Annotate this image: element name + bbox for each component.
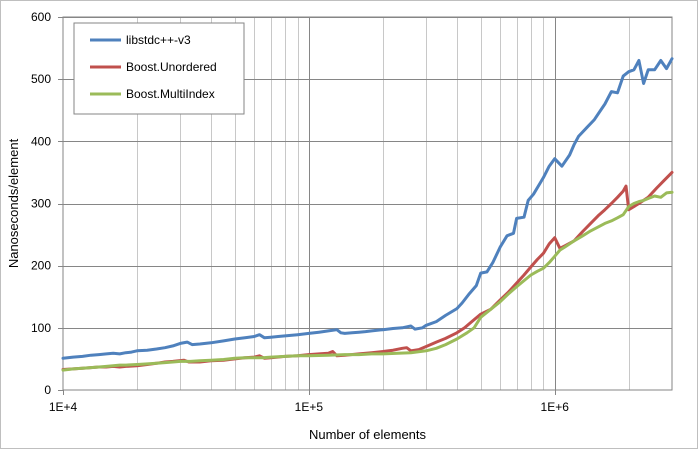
y-tick-label: 600 bbox=[31, 10, 51, 24]
x-tick-label: 1E+6 bbox=[541, 400, 570, 414]
legend-label: libstdc++-v3 bbox=[126, 33, 191, 47]
y-tick-label: 0 bbox=[44, 383, 51, 397]
legend-label: Boost.MultiIndex bbox=[126, 87, 215, 101]
x-axis-tick-labels: 1E+4 1E+5 1E+6 bbox=[49, 390, 569, 414]
series-line-libstdc-v3 bbox=[61, 57, 674, 360]
y-tick-label: 400 bbox=[31, 134, 51, 148]
y-axis-tick-labels: 0 100 200 300 400 500 600 bbox=[31, 10, 63, 397]
series-line-boost-unordered bbox=[61, 170, 674, 371]
legend: libstdc++-v3 Boost.Unordered Boost.MultiIn… bbox=[73, 22, 245, 115]
y-axis-title: Nanoseconds/element bbox=[6, 138, 21, 268]
y-tick-label: 300 bbox=[31, 197, 51, 211]
x-tick-label: 1E+4 bbox=[49, 400, 78, 414]
y-tick-label: 100 bbox=[31, 321, 51, 335]
y-tick-label: 500 bbox=[31, 72, 51, 86]
series-lines bbox=[61, 57, 674, 372]
series-line-boost-multiindex bbox=[61, 190, 674, 372]
y-tick-label: 200 bbox=[31, 259, 51, 273]
legend-label: Boost.Unordered bbox=[126, 60, 217, 74]
x-tick-label: 1E+5 bbox=[295, 400, 324, 414]
x-axis-title: Number of elements bbox=[309, 427, 427, 442]
plot-area-frame bbox=[62, 16, 673, 391]
